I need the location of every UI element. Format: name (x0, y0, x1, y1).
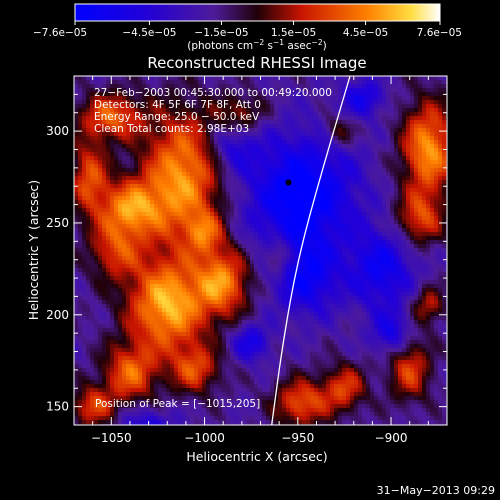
peak-marker (285, 179, 292, 186)
colorbar-tick-label: 1.5e−05 (271, 27, 316, 39)
colorbar-unit: (photons cm−2 s−1 asec−2) (187, 38, 326, 52)
colorbar-ticks (74, 21, 441, 25)
chart-title: Reconstructed RHESSI Image (147, 54, 366, 72)
x-axis-ticks (73, 76, 448, 425)
x-tick-label: −900 (375, 431, 408, 445)
colorbar-tick-label: −4.5e−05 (122, 27, 176, 39)
y-axis-label: Heliocentric Y (arcsec) (26, 180, 41, 320)
colorbar-tick-labels: −7.6e−05 −4.5e−05 −1.5e−05 1.5e−05 4.5e−05 7.… (33, 27, 462, 39)
colorbar-tick-label: 7.6e−05 (417, 27, 462, 39)
annotation-line: Detectors: 4F 5F 6F 7F 8F, Att 0 (94, 99, 261, 111)
x-axis-label: Heliocentric X (arcsec) (186, 449, 327, 464)
annotation-block: 27−Feb−2003 00:45:30.000 to 00:49:20.000… (94, 87, 332, 135)
peak-position-label: Position of Peak = [−1015,205] (95, 398, 260, 410)
footer-date: 31−May−2013 09:29 (377, 484, 495, 497)
colorbar (74, 3, 441, 22)
y-tick-label: 300 (46, 124, 69, 138)
x-tick-label: −1050 (91, 431, 132, 445)
y-tick-label: 250 (46, 216, 69, 230)
x-tick-label: −1000 (184, 431, 225, 445)
y-axis-ticks (74, 75, 447, 426)
colorbar-tick-label: −1.5e−05 (194, 27, 248, 39)
solar-limb-curve (271, 76, 351, 425)
x-tick-label: −950 (281, 431, 314, 445)
heatmap-image (74, 76, 447, 425)
annotation-line: 27−Feb−2003 00:45:30.000 to 00:49:20.000 (94, 87, 332, 99)
y-tick-label: 150 (46, 400, 69, 414)
annotation-line: Energy Range: 25.0 − 50.0 keV (94, 111, 260, 123)
colorbar-tick-label: 4.5e−05 (343, 27, 388, 39)
x-axis-tick-labels: −1050 −1000 −950 −900 (91, 431, 408, 445)
y-axis-tick-labels: 150 200 250 300 (46, 124, 69, 414)
y-tick-label: 200 (46, 308, 69, 322)
colorbar-tick-label: −7.6e−05 (33, 27, 87, 39)
annotation-line: Clean Total counts: 2.98E+03 (94, 123, 249, 135)
